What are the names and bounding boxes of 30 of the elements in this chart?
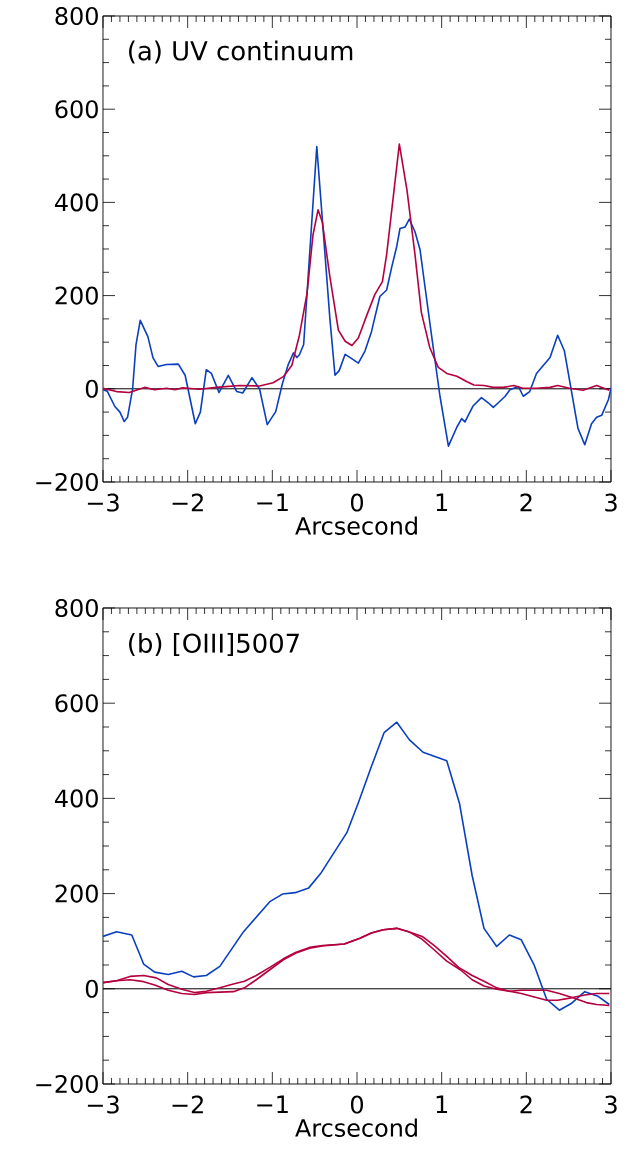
- x-tick-label: −1: [257, 493, 288, 511]
- x-tick-label: 3: [605, 493, 617, 512]
- y-tick-label: −200: [36, 472, 98, 492]
- x-tick-label: −1: [257, 1095, 288, 1113]
- x-tick-label: −3: [87, 493, 119, 512]
- x-tick-label: 3: [605, 1095, 617, 1114]
- x-tick-label: −3: [87, 1095, 119, 1114]
- x-tick-label: 2: [520, 493, 532, 512]
- y-tick-label: 400: [55, 789, 98, 808]
- y-tick-label: −200: [36, 1074, 98, 1094]
- y-tick-label: 600: [55, 100, 98, 119]
- y-tick-label: 200: [55, 884, 98, 903]
- x-axis-title: Arcsecond: [295, 516, 417, 535]
- x-tick-label: 2: [520, 1095, 532, 1114]
- y-tick-label: 600: [55, 694, 98, 713]
- y-tick-label: 0: [85, 379, 98, 398]
- y-tick-label: 800: [55, 598, 98, 618]
- x-tick-label: 0: [350, 493, 364, 512]
- y-tick-label: 800: [55, 6, 98, 26]
- x-tick-label: −2: [172, 1095, 203, 1114]
- x-tick-label: −2: [172, 493, 203, 512]
- x-axis-title: Arcsecond: [295, 1118, 417, 1137]
- x-tick-label: 1: [436, 1095, 448, 1113]
- annotation: (a) UV continuum: [129, 40, 353, 64]
- x-tick-label: 0: [350, 1095, 364, 1114]
- y-tick-label: 0: [85, 979, 98, 998]
- y-tick-label: 200: [55, 286, 98, 305]
- y-tick-label: 400: [55, 193, 98, 212]
- annotation: (b) [OIII]5007: [129, 632, 299, 657]
- x-tick-label: 1: [436, 493, 448, 511]
